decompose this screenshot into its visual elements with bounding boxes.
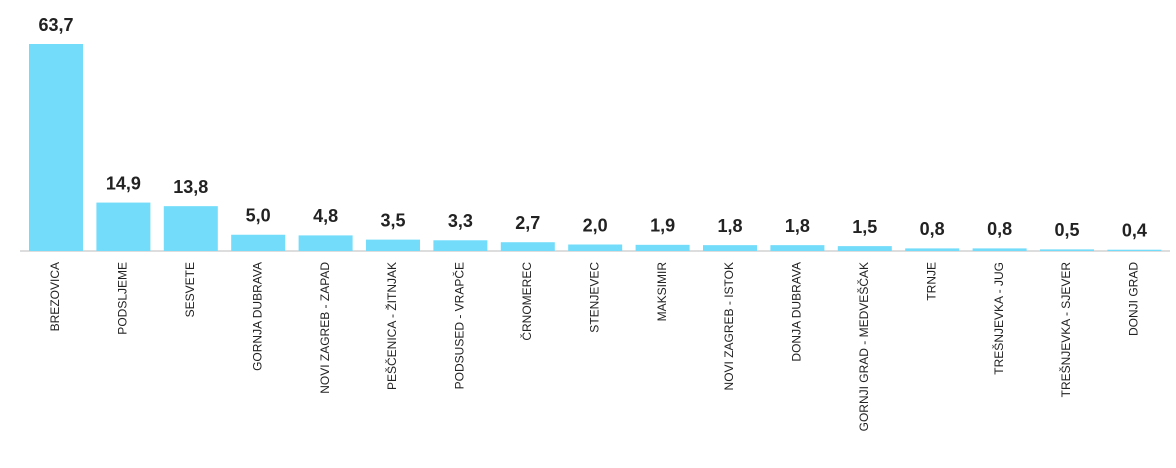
category-label: SESVETE bbox=[183, 262, 197, 317]
bar bbox=[500, 242, 555, 251]
bar bbox=[298, 235, 353, 251]
category-label: DONJI GRAD bbox=[1127, 262, 1141, 336]
value-label: 63,7 bbox=[38, 15, 73, 35]
category-label: GORNJI GRAD - MEDVEŠČAK bbox=[856, 262, 871, 431]
value-label: 2,0 bbox=[583, 215, 608, 235]
bar bbox=[1040, 249, 1094, 251]
category-label: STENJEVEC bbox=[587, 262, 601, 333]
value-label: 1,9 bbox=[650, 216, 675, 236]
value-label: 13,8 bbox=[173, 177, 208, 197]
category-label: ČRNOMEREC bbox=[519, 262, 534, 341]
value-label: 0,8 bbox=[920, 219, 945, 239]
category-label: TREŠNJEVKA - JUG bbox=[991, 262, 1006, 375]
category-label: PEŠČENICA - ŽITNJAK bbox=[384, 262, 399, 390]
bar bbox=[1107, 249, 1162, 251]
bar bbox=[231, 234, 286, 251]
bar bbox=[96, 202, 151, 251]
bar bbox=[972, 248, 1027, 251]
value-label: 0,4 bbox=[1122, 220, 1147, 240]
bar bbox=[905, 248, 960, 251]
value-label: 14,9 bbox=[106, 173, 141, 193]
category-label: BREZOVICA bbox=[48, 262, 62, 331]
category-label: TREŠNJEVKA - SJEVER bbox=[1058, 262, 1073, 398]
value-label: 3,3 bbox=[448, 211, 473, 231]
value-label: 0,5 bbox=[1054, 220, 1079, 240]
value-label: 2,7 bbox=[515, 213, 540, 233]
value-label: 1,8 bbox=[785, 216, 810, 236]
bar bbox=[433, 240, 488, 251]
category-label: GORNJA DUBRAVA bbox=[250, 262, 264, 371]
category-label: NOVI ZAGREB - ISTOK bbox=[722, 262, 736, 390]
category-label: PODSUSED - VRAPČE bbox=[452, 262, 467, 389]
value-label: 1,8 bbox=[717, 216, 742, 236]
bar bbox=[703, 245, 757, 251]
bar bbox=[366, 239, 420, 251]
category-label: TRNJE bbox=[924, 262, 938, 301]
bar bbox=[568, 244, 623, 251]
value-label: 0,8 bbox=[987, 219, 1012, 239]
bar bbox=[163, 206, 218, 251]
bar bbox=[635, 244, 690, 251]
category-label: MAKSIMIR bbox=[655, 262, 669, 322]
category-label: DONJA DUBRAVA bbox=[790, 262, 804, 362]
category-label: NOVI ZAGREB - ZAPAD bbox=[318, 262, 332, 394]
value-label: 3,5 bbox=[380, 210, 405, 230]
value-label: 1,5 bbox=[852, 217, 877, 237]
bar bbox=[770, 245, 825, 251]
bar bbox=[29, 44, 83, 251]
bar bbox=[837, 246, 892, 251]
value-label: 5,0 bbox=[246, 206, 271, 226]
value-label: 4,8 bbox=[313, 206, 338, 226]
category-label: PODSLJEME bbox=[116, 262, 130, 335]
